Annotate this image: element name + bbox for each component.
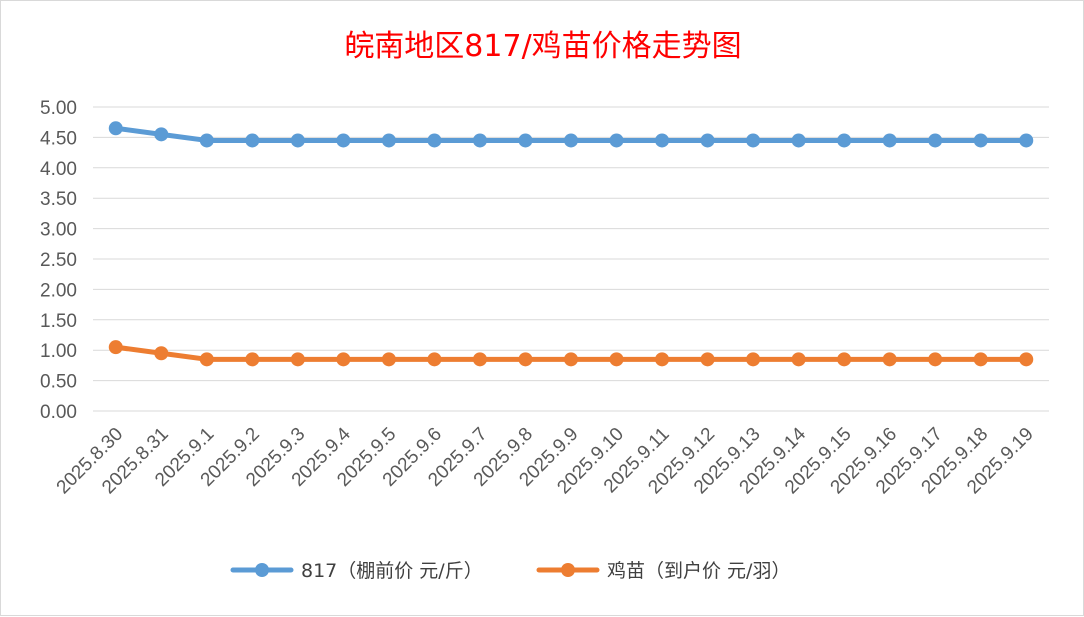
y-tick-label: 4.50	[40, 128, 77, 149]
data-point	[472, 133, 487, 148]
y-tick-label: 5.00	[40, 98, 77, 119]
data-point	[564, 352, 578, 367]
legend-marker	[255, 563, 269, 577]
y-tick-label: 4.00	[40, 159, 77, 180]
data-point	[928, 352, 943, 367]
data-point	[518, 352, 533, 367]
data-point	[746, 133, 761, 148]
data-point	[882, 133, 897, 148]
data-point	[245, 352, 260, 367]
data-point	[108, 340, 123, 355]
series-group	[108, 121, 1034, 367]
data-point	[655, 133, 670, 148]
data-point	[791, 352, 806, 367]
legend-label: 鸡苗（到户价 元/羽）	[607, 560, 790, 582]
data-point	[472, 352, 487, 367]
y-tick-label: 1.50	[40, 311, 77, 332]
data-point	[1019, 133, 1034, 148]
y-axis-ticks: 0.00 0.50 1.00 1.50 2.00 2.50 3.00 3.50 4.00 4.50…	[40, 98, 77, 423]
y-tick-label: 3.00	[40, 220, 77, 241]
y-tick-label: 0.50	[40, 372, 77, 393]
y-tick-label: 2.00	[40, 280, 77, 301]
data-point	[837, 133, 852, 148]
y-tick-label: 1.00	[40, 341, 77, 362]
data-point	[154, 127, 169, 142]
x-axis-ticks: 2025.8.302025.8.312025.9.12025.9.22025.9…	[53, 423, 1038, 498]
data-point	[928, 133, 943, 148]
data-point	[108, 121, 123, 136]
data-point	[609, 133, 624, 148]
data-point	[655, 352, 670, 367]
legend-label: 817（棚前价 元/斤）	[301, 560, 483, 582]
data-point	[290, 133, 305, 148]
legend: 817（棚前价 元/斤） 鸡苗（到户价 元/羽）	[230, 560, 790, 582]
legend-marker	[561, 563, 575, 577]
data-point	[973, 133, 988, 148]
data-point	[381, 352, 396, 367]
data-point	[427, 133, 442, 148]
data-point	[1019, 352, 1034, 367]
data-point	[199, 133, 214, 148]
data-point	[700, 352, 715, 367]
data-point	[518, 133, 533, 148]
data-point	[700, 133, 715, 148]
data-point	[609, 352, 624, 367]
y-tick-label: 0.00	[40, 402, 77, 423]
y-tick-label: 2.50	[40, 250, 77, 271]
data-point	[154, 346, 169, 361]
data-point	[336, 133, 351, 148]
data-point	[791, 133, 806, 148]
data-point	[564, 133, 578, 148]
data-point	[427, 352, 442, 367]
data-point	[837, 352, 852, 367]
data-point	[245, 133, 260, 148]
y-tick-label: 3.50	[40, 189, 77, 210]
data-point	[882, 352, 897, 367]
data-point	[290, 352, 305, 367]
data-point	[381, 133, 396, 148]
data-point	[336, 352, 351, 367]
data-point	[746, 352, 761, 367]
data-point	[973, 352, 988, 367]
data-point	[199, 352, 214, 367]
chart-title: 皖南地区817/鸡苗价格走势图	[344, 29, 741, 64]
